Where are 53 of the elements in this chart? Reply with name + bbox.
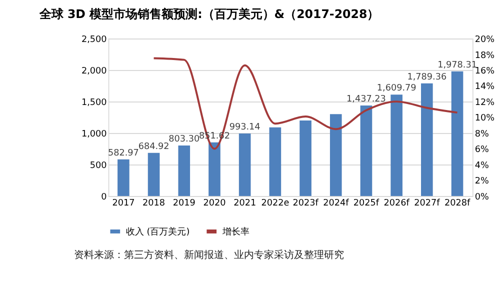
bar bbox=[269, 127, 282, 196]
bar bbox=[300, 120, 312, 196]
legend-label: 收入 (百万美元) bbox=[126, 226, 190, 238]
y2-tick-label: 4% bbox=[474, 160, 489, 171]
x-tick-label: 2024f bbox=[323, 198, 350, 208]
x-tick-label: 2021 bbox=[234, 198, 256, 208]
bar bbox=[118, 159, 130, 196]
data-label: 803.30 bbox=[168, 134, 200, 144]
x-tick-label: 2022e bbox=[261, 198, 290, 208]
x-tick-label: 2020 bbox=[203, 198, 226, 208]
y2-tick-label: 18% bbox=[474, 50, 495, 61]
y2-tick-label: 0% bbox=[474, 192, 489, 202]
y-tick-label: 1,000 bbox=[81, 129, 108, 140]
x-tick-label: 2018 bbox=[142, 198, 166, 208]
y2-tick-label: 2% bbox=[474, 176, 489, 187]
y-tick-label: 500 bbox=[90, 160, 108, 171]
legend-label: 增长率 bbox=[221, 226, 250, 238]
y2-tick-label: 10% bbox=[474, 114, 495, 124]
x-tick-label: 2019 bbox=[172, 198, 196, 208]
bar bbox=[178, 145, 190, 196]
x-tick-label: 2027f bbox=[414, 198, 441, 208]
x-tick-label: 2026f bbox=[384, 198, 410, 208]
data-label: 993.14 bbox=[229, 122, 261, 133]
y-tick-label: 1,500 bbox=[81, 98, 108, 108]
y2-tick-label: 8% bbox=[474, 129, 489, 140]
x-tick-label: 2017 bbox=[112, 198, 135, 208]
bar bbox=[330, 114, 342, 196]
y-tick-label: 2,000 bbox=[81, 66, 108, 76]
y2-tick-label: 16% bbox=[474, 66, 495, 76]
data-label: 1,609.79 bbox=[376, 84, 416, 94]
bar bbox=[421, 83, 433, 196]
y-tick-label: 2,500 bbox=[81, 35, 108, 46]
x-tick-label: 2028f bbox=[444, 198, 471, 208]
data-label: 1,978.31 bbox=[438, 60, 477, 70]
bar bbox=[148, 152, 160, 196]
y2-tick-label: 20% bbox=[474, 35, 495, 46]
data-label: 1,789.36 bbox=[407, 72, 447, 82]
y2-tick-label: 6% bbox=[474, 145, 489, 156]
bar bbox=[390, 94, 402, 196]
data-label: 1,437.23 bbox=[346, 94, 386, 105]
chart-title: 全球 3D 模型市场销售额预测:（百万美元）&（2017-2028） bbox=[38, 6, 380, 21]
text: 资料来源：第三方资料、新闻报道、业内专家采访及整理研究 bbox=[74, 249, 344, 262]
bar bbox=[360, 106, 372, 196]
bar bbox=[451, 71, 464, 196]
data-label: 582.97 bbox=[108, 148, 139, 158]
bar bbox=[208, 142, 220, 196]
x-tick-label: 2023f bbox=[292, 198, 320, 208]
y-tick-label: 0 bbox=[101, 192, 108, 202]
data-label: 684.92 bbox=[138, 142, 170, 152]
x-tick-label: 2025f bbox=[353, 198, 380, 208]
bar bbox=[238, 133, 251, 196]
y2-tick-label: 12% bbox=[474, 98, 495, 108]
y2-tick-label: 14% bbox=[474, 82, 495, 92]
